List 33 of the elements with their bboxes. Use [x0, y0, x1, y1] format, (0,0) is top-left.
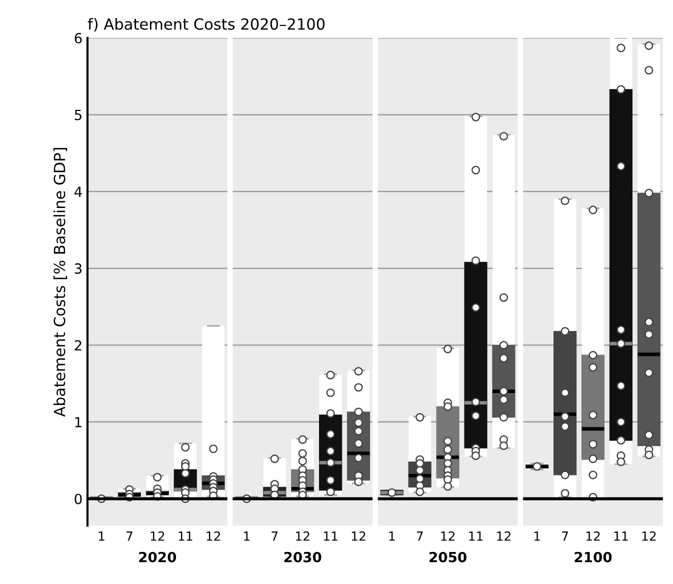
y-tick-label: 0 [74, 494, 82, 504]
y-tick-label: 1 [75, 417, 82, 428]
x-tick-label: 1 [244, 532, 250, 541]
x-axis-title: 2100 [574, 552, 612, 562]
x-tick-label: 12 [352, 531, 366, 541]
y-tick-label: 6 [74, 32, 82, 44]
x-tick-label: 12 [296, 531, 310, 541]
y-tick-label: 4 [74, 186, 82, 197]
x-tick-label: 11 [614, 532, 628, 541]
x-tick-label: 12 [497, 531, 510, 541]
y-tick-label: 2 [74, 340, 82, 350]
x-tick-label: 11 [178, 532, 192, 541]
x-tick-label: 7 [562, 532, 568, 541]
x-tick-label: 12 [206, 531, 220, 541]
x-tick-label: 1 [98, 532, 104, 541]
x-tick-label: 12 [150, 531, 164, 541]
y-tick-label: 5 [74, 110, 82, 120]
x-tick-label: 11 [469, 532, 483, 541]
x-tick-label: 12 [441, 531, 454, 541]
x-axis-title: 2050 [430, 552, 466, 562]
x-axis-title: 2030 [284, 552, 322, 562]
x-tick-label: 12 [586, 531, 600, 541]
x-tick-label: 7 [272, 532, 278, 541]
x-tick-label: 12 [642, 531, 656, 541]
x-tick-label: 7 [416, 532, 423, 541]
chart-title: f) Abatement Costs 2020–2100 [88, 18, 325, 32]
x-tick-label: 11 [324, 532, 338, 541]
x-tick-label: 7 [126, 532, 132, 541]
x-tick-label: 1 [389, 532, 395, 541]
x-tick-label: 1 [534, 532, 540, 541]
y-tick-label: 3 [74, 263, 82, 274]
x-axis-title: 2020 [139, 552, 176, 562]
y-axis-title: Abatement Costs [% Baseline GDP] [53, 148, 68, 417]
